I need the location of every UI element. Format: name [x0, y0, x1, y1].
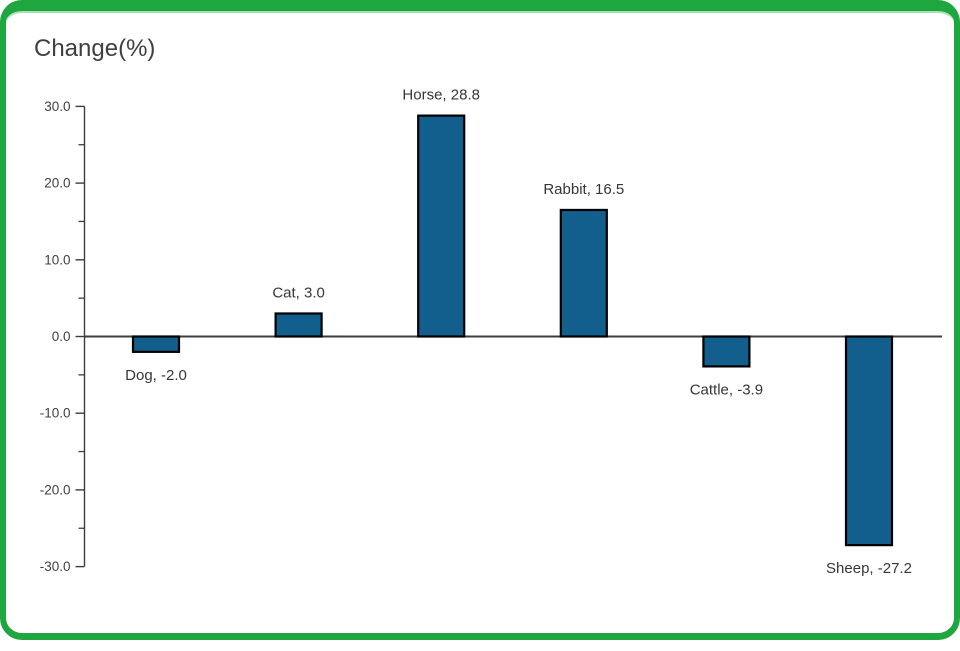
bar-cat — [274, 312, 323, 338]
data-label-sheep: Sheep, -27.2 — [826, 560, 912, 577]
y-tick-label: 30.0 — [44, 99, 70, 114]
bar-chart: 30.0 20.0 10.0 0.0 -10.0 -20.0 -30.0 Dog, -2.0 C… — [40, 87, 942, 577]
y-tick-label: -20.0 — [40, 482, 71, 497]
y-tick-label: -30.0 — [40, 559, 71, 574]
bar-sheep — [844, 335, 894, 547]
y-tick-label: -10.0 — [40, 406, 71, 421]
data-label-horse: Horse, 28.8 — [402, 87, 480, 104]
data-label-cattle: Cattle, -3.9 — [690, 381, 763, 398]
data-label-cat: Cat, 3.0 — [272, 284, 325, 301]
bar-dog — [131, 335, 181, 353]
bar-cattle — [702, 335, 751, 368]
data-label-dog: Dog, -2.0 — [125, 367, 187, 384]
y-tick-label: 10.0 — [44, 252, 70, 267]
y-tick-label: 0.0 — [52, 329, 71, 344]
data-label-rabbit: Rabbit, 16.5 — [543, 181, 624, 198]
bar-horse — [417, 114, 466, 338]
y-tick-label: 20.0 — [44, 176, 70, 191]
bar-rabbit — [559, 208, 608, 338]
chart-title: Change(%) — [34, 35, 156, 62]
